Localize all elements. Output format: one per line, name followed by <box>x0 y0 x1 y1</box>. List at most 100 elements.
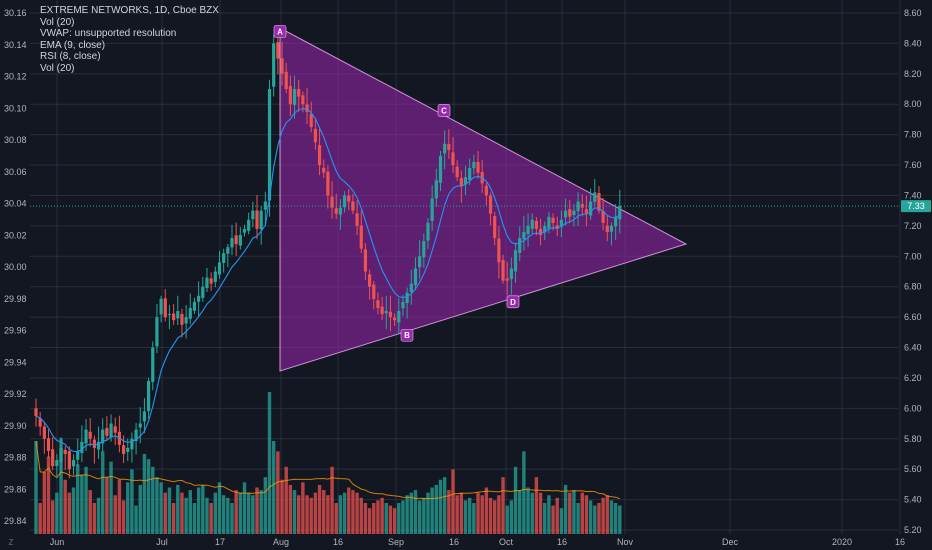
candle-body <box>234 235 238 245</box>
volume-bar <box>422 497 426 534</box>
candle-body <box>55 460 59 467</box>
volume-bar <box>442 477 447 534</box>
candle <box>614 204 618 240</box>
volume-bar <box>288 484 293 534</box>
volume-bar <box>405 495 409 534</box>
candle <box>430 185 434 232</box>
candle <box>176 295 180 326</box>
candle <box>130 432 134 463</box>
volume-bar <box>305 495 309 534</box>
candle <box>280 41 284 86</box>
zoom-icon[interactable]: Z <box>8 538 14 547</box>
candle-body <box>463 177 468 185</box>
candle <box>263 191 267 226</box>
ema-polyline <box>35 108 621 453</box>
volume-bar <box>246 492 251 534</box>
left-axis-label: 29.84 <box>4 516 27 526</box>
candle <box>593 179 597 206</box>
candle <box>380 296 384 321</box>
candle <box>384 295 388 330</box>
candle-body <box>276 42 280 59</box>
candle-body <box>505 278 509 281</box>
volume-moving-average <box>35 440 620 500</box>
candle-body <box>488 195 493 214</box>
candle-body <box>301 95 305 105</box>
legend-indicator-ema[interactable]: EMA (9, close) <box>40 39 106 51</box>
candle <box>451 137 455 173</box>
volume-bar <box>455 495 459 534</box>
candle <box>563 198 568 226</box>
candle-body <box>176 311 180 319</box>
candle <box>501 254 505 284</box>
candle <box>405 287 409 319</box>
volume-bar <box>472 503 476 534</box>
candle <box>92 435 96 464</box>
volume-bar <box>401 500 405 534</box>
candle-body <box>88 431 92 439</box>
point-badge <box>273 25 287 38</box>
time-axis-label: Oct <box>499 537 514 547</box>
candle <box>255 194 259 240</box>
legend-indicator-vwap[interactable]: VWAP: unsupported resolution <box>40 28 177 40</box>
candle-body <box>447 144 451 150</box>
legend-title[interactable]: EXTREME NETWORKS, 1D, Cboe BZX <box>40 5 219 16</box>
candle-body <box>368 274 372 287</box>
candle <box>55 453 59 479</box>
volume-bar <box>518 490 522 534</box>
volume-bar <box>205 497 209 534</box>
candlesticks[interactable] <box>34 28 622 479</box>
volume-bar <box>113 495 117 534</box>
candle-body <box>238 235 242 246</box>
time-axis-label: 16 <box>449 537 459 547</box>
volume-bar <box>476 492 480 534</box>
candle-body <box>280 58 284 74</box>
candle-body <box>217 262 222 275</box>
point-badge <box>400 328 414 342</box>
candle-body <box>180 313 184 325</box>
volume-bar <box>96 497 101 534</box>
time-axis-label: Dec <box>722 537 739 547</box>
volume-bar <box>242 482 247 534</box>
candle <box>184 305 188 339</box>
volume-bar <box>447 490 451 534</box>
volume-bar <box>167 487 172 534</box>
volume-bar <box>317 484 322 534</box>
legend-indicator-rsi[interactable]: RSI (8, close) <box>40 51 101 63</box>
symmetrical-triangle-pattern[interactable] <box>279 27 688 372</box>
legend-indicator-vol-2[interactable]: Vol (20) <box>40 62 75 74</box>
volume-bar <box>188 490 192 534</box>
candle-body <box>338 207 343 215</box>
candle-body <box>472 162 476 169</box>
time-axis-label: Jul <box>156 537 168 547</box>
candle <box>597 186 601 214</box>
right-price-axis[interactable]: 8.60 8.40 8.20 8.00 7.80 7.60 7.40 7.20 7.00 6.80… <box>904 8 922 535</box>
time-axis-label: Jun <box>50 537 65 547</box>
volume-bar <box>605 495 609 534</box>
candle <box>547 211 551 234</box>
candle-body <box>405 292 409 304</box>
candle <box>205 267 209 292</box>
legend-indicator-vol[interactable]: Vol (20) <box>40 16 75 28</box>
candle-body <box>609 225 614 232</box>
volume-bar <box>138 484 142 534</box>
candle <box>242 224 247 237</box>
volume-bar <box>184 497 188 534</box>
volume-bar <box>259 490 263 534</box>
time-axis[interactable]: Jun Jul 17 Aug 16 Sep 16 Oct 16 Nov Dec 2020 16 <box>50 537 905 547</box>
candle <box>38 411 42 436</box>
volume-bar <box>559 508 564 534</box>
point-letter: A <box>277 27 283 36</box>
candle-body <box>205 277 209 289</box>
candle-body <box>538 228 543 236</box>
volume-bar <box>576 503 580 534</box>
candle <box>305 87 309 124</box>
candle-body <box>409 283 413 293</box>
triangle-point-labels: A B C D <box>273 25 520 342</box>
candle <box>309 101 313 133</box>
candle <box>493 211 497 246</box>
left-price-axis[interactable]: 30.16 30.14 30.12 30.10 30.08 30.06 30.04 30.02… <box>4 8 27 526</box>
volume-bar <box>392 508 397 534</box>
candle-body <box>526 225 530 235</box>
candle-body <box>393 317 397 321</box>
